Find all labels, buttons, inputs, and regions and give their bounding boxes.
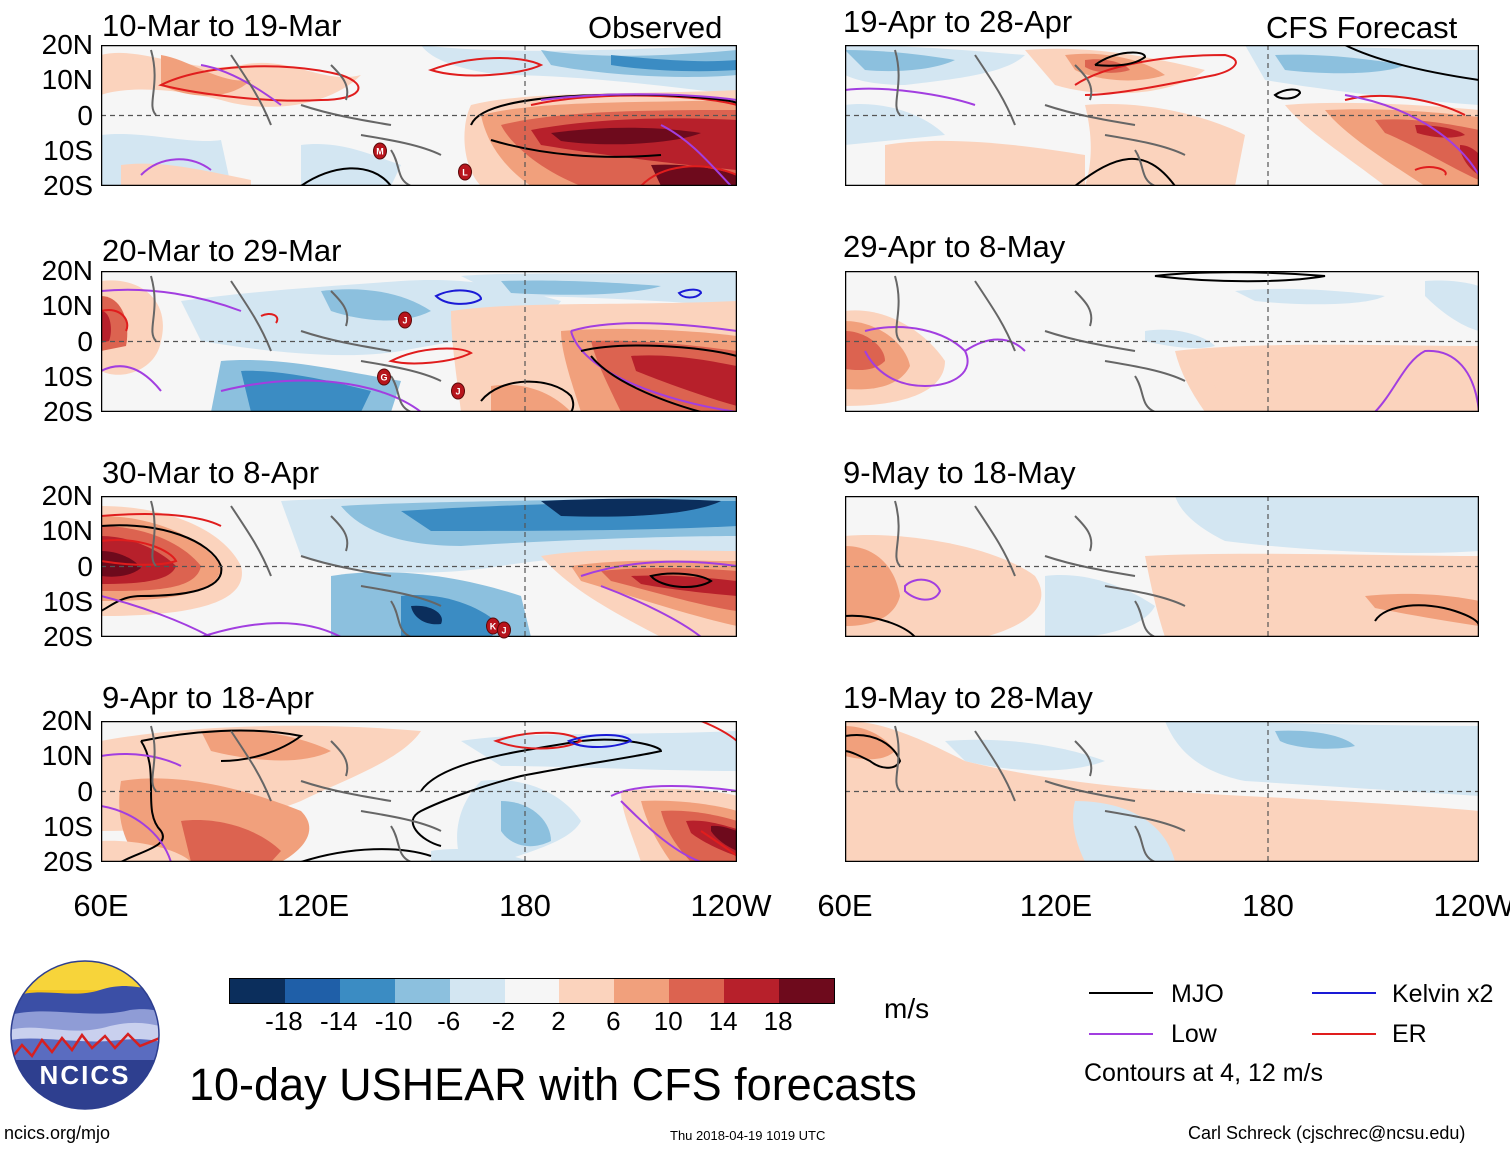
colorbar-tick: -14 bbox=[320, 1006, 358, 1036]
lon-label: 120W bbox=[1433, 888, 1510, 923]
lon-label: 120E bbox=[1019, 888, 1093, 923]
storm-marker: L bbox=[457, 163, 472, 181]
observed-label: Observed bbox=[588, 10, 723, 45]
colorbar-tick: 2 bbox=[551, 1006, 566, 1036]
legend-mjo-line bbox=[1089, 992, 1153, 994]
panel-title: 10-Mar to 19-Mar bbox=[102, 8, 342, 43]
forecast-label: CFS Forecast bbox=[1266, 10, 1458, 45]
lat-label: 10S bbox=[43, 134, 93, 166]
colorbar-tick: -18 bbox=[265, 1006, 303, 1036]
legend-er-line bbox=[1312, 1033, 1376, 1035]
colorbar-swatch bbox=[559, 979, 615, 1003]
lat-label: 0 bbox=[77, 99, 93, 131]
storm-marker: J bbox=[397, 311, 412, 329]
lat-label: 20S bbox=[43, 621, 93, 652]
map-panel-observed-2 bbox=[101, 271, 737, 412]
svg-text:L: L bbox=[462, 167, 468, 177]
legend-er-label: ER bbox=[1392, 1020, 1427, 1048]
storm-marker: J bbox=[450, 382, 465, 400]
lat-label: 10S bbox=[43, 810, 93, 842]
panel-title: 20-Mar to 29-Mar bbox=[102, 233, 342, 268]
lon-label: 180 bbox=[1242, 888, 1294, 923]
svg-text:M: M bbox=[376, 146, 384, 156]
colorbar-tick: -6 bbox=[437, 1006, 461, 1036]
colorbar-swatch bbox=[449, 979, 505, 1003]
lon-label: 120E bbox=[276, 888, 350, 923]
colorbar-swatch bbox=[724, 979, 780, 1003]
map-panel-forecast-1 bbox=[845, 45, 1479, 186]
svg-text:J: J bbox=[501, 625, 506, 635]
panel-title: 19-May to 28-May bbox=[843, 680, 1093, 715]
map-panel-forecast-2 bbox=[845, 271, 1479, 412]
lat-label: 0 bbox=[77, 550, 93, 582]
lat-label: 10S bbox=[43, 360, 93, 392]
colorbar-tick: -2 bbox=[491, 1006, 516, 1036]
panel-title: 29-Apr to 8-May bbox=[843, 229, 1066, 264]
storm-marker: G bbox=[376, 368, 391, 386]
colorbar-swatch bbox=[779, 979, 834, 1003]
storm-marker: J bbox=[496, 621, 511, 639]
colorbar-swatch bbox=[504, 979, 560, 1003]
lat-label: 0 bbox=[77, 775, 93, 807]
lat-label: 10N bbox=[41, 290, 93, 322]
ncics-logo: NCICS bbox=[10, 960, 160, 1110]
lon-label: 60E bbox=[817, 888, 873, 923]
lat-label: 20N bbox=[41, 255, 93, 286]
legend-kelvin-line bbox=[1312, 992, 1376, 994]
lat-label: 10N bbox=[41, 740, 93, 772]
legend-low-line bbox=[1089, 1033, 1153, 1035]
colorbar-tick: 14 bbox=[708, 1006, 738, 1036]
storm-marker: M bbox=[373, 142, 388, 160]
colorbar-swatch bbox=[230, 979, 285, 1003]
map-panel-observed-4 bbox=[101, 721, 737, 862]
credit: Carl Schreck (cjschrec@ncsu.edu) bbox=[1188, 1123, 1466, 1143]
lon-label: 60E bbox=[73, 888, 129, 923]
legend-kelvin-label: Kelvin x2 bbox=[1392, 980, 1494, 1008]
colorbar bbox=[229, 978, 835, 1004]
timestamp: Thu 2018-04-19 1019 UTC bbox=[670, 1128, 826, 1143]
figure-title: 10-day USHEAR with CFS forecasts bbox=[189, 1059, 917, 1110]
colorbar-units: m/s bbox=[884, 993, 930, 1024]
svg-text:J: J bbox=[402, 316, 407, 326]
lat-label: 20N bbox=[41, 29, 93, 60]
website-link[interactable]: ncics.org/mjo bbox=[4, 1123, 111, 1143]
lon-label: 120W bbox=[690, 888, 772, 923]
legend-contour-note: Contours at 4, 12 m/s bbox=[1084, 1059, 1324, 1087]
lon-label: 180 bbox=[499, 888, 551, 923]
logo-text: NCICS bbox=[40, 1060, 131, 1090]
colorbar-tick: 10 bbox=[653, 1006, 683, 1036]
panel-title: 9-May to 18-May bbox=[843, 455, 1076, 490]
panel-title: 30-Mar to 8-Apr bbox=[102, 455, 320, 490]
panel-title: 19-Apr to 28-Apr bbox=[843, 4, 1073, 39]
colorbar-tick: -10 bbox=[374, 1006, 413, 1036]
svg-text:K: K bbox=[490, 622, 497, 632]
lat-label: 20S bbox=[43, 170, 93, 201]
lat-label: 20S bbox=[43, 396, 93, 427]
lat-label: 10S bbox=[43, 585, 93, 617]
map-panel-observed-3 bbox=[101, 496, 737, 637]
lat-label: 10N bbox=[41, 515, 93, 547]
lat-label: 20S bbox=[43, 846, 93, 877]
svg-text:G: G bbox=[380, 372, 387, 382]
legend-low-label: Low bbox=[1171, 1020, 1217, 1048]
map-panel-forecast-3 bbox=[845, 496, 1479, 637]
lat-label: 0 bbox=[77, 325, 93, 357]
colorbar-tick: 6 bbox=[606, 1006, 621, 1036]
lat-label: 10N bbox=[41, 64, 93, 96]
panel-title: 9-Apr to 18-Apr bbox=[102, 680, 314, 715]
colorbar-swatch bbox=[339, 979, 395, 1003]
map-panel-observed-1 bbox=[101, 45, 737, 186]
colorbar-swatch bbox=[669, 979, 725, 1003]
map-panel-forecast-4 bbox=[845, 721, 1479, 862]
colorbar-swatch bbox=[614, 979, 670, 1003]
lat-label: 20N bbox=[41, 705, 93, 736]
legend-mjo-label: MJO bbox=[1171, 980, 1224, 1008]
lat-label: 20N bbox=[41, 480, 93, 511]
colorbar-swatch bbox=[284, 979, 340, 1003]
colorbar-swatch bbox=[394, 979, 450, 1003]
colorbar-tick: 18 bbox=[763, 1006, 793, 1036]
svg-text:J: J bbox=[455, 386, 460, 396]
